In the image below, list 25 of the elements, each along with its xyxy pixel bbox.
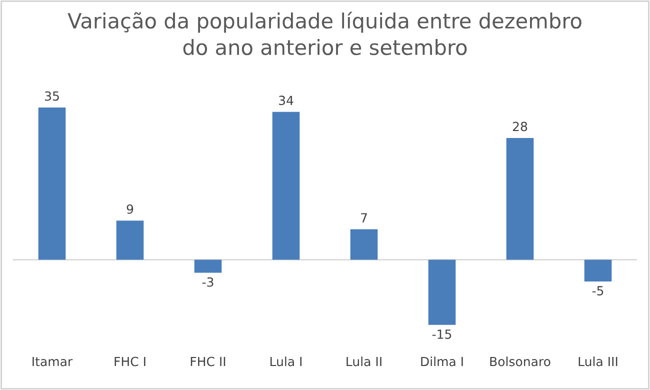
data-label: 35 xyxy=(45,91,59,101)
data-label: -15 xyxy=(432,330,452,339)
bar xyxy=(194,260,222,273)
bar xyxy=(584,260,612,282)
bar xyxy=(506,138,534,260)
data-label: -3 xyxy=(202,277,214,287)
x-tick-label: Itamar xyxy=(32,356,73,366)
x-tick-label: Dilma I xyxy=(421,356,463,366)
x-tick-label: Bolsonaro xyxy=(490,356,550,366)
x-tick-label: FHC II xyxy=(190,356,226,366)
data-label: -5 xyxy=(592,286,604,296)
chart-title: Variação da popularidade líquida entre dezembro do ano anterior e setembro xyxy=(68,12,582,56)
data-label: 34 xyxy=(279,96,294,106)
x-tick-label: Lula I xyxy=(270,356,302,366)
x-tick-label: FHC I xyxy=(114,356,146,366)
bar xyxy=(38,108,66,260)
data-label: 7 xyxy=(361,213,367,222)
x-tick-label: Lula III xyxy=(578,356,618,366)
bar xyxy=(272,112,300,260)
bar xyxy=(116,220,144,260)
data-label: 28 xyxy=(512,122,528,132)
bar xyxy=(428,260,456,325)
bar xyxy=(350,229,378,260)
data-label: 9 xyxy=(126,204,134,214)
x-tick-label: Lula II xyxy=(346,356,382,366)
